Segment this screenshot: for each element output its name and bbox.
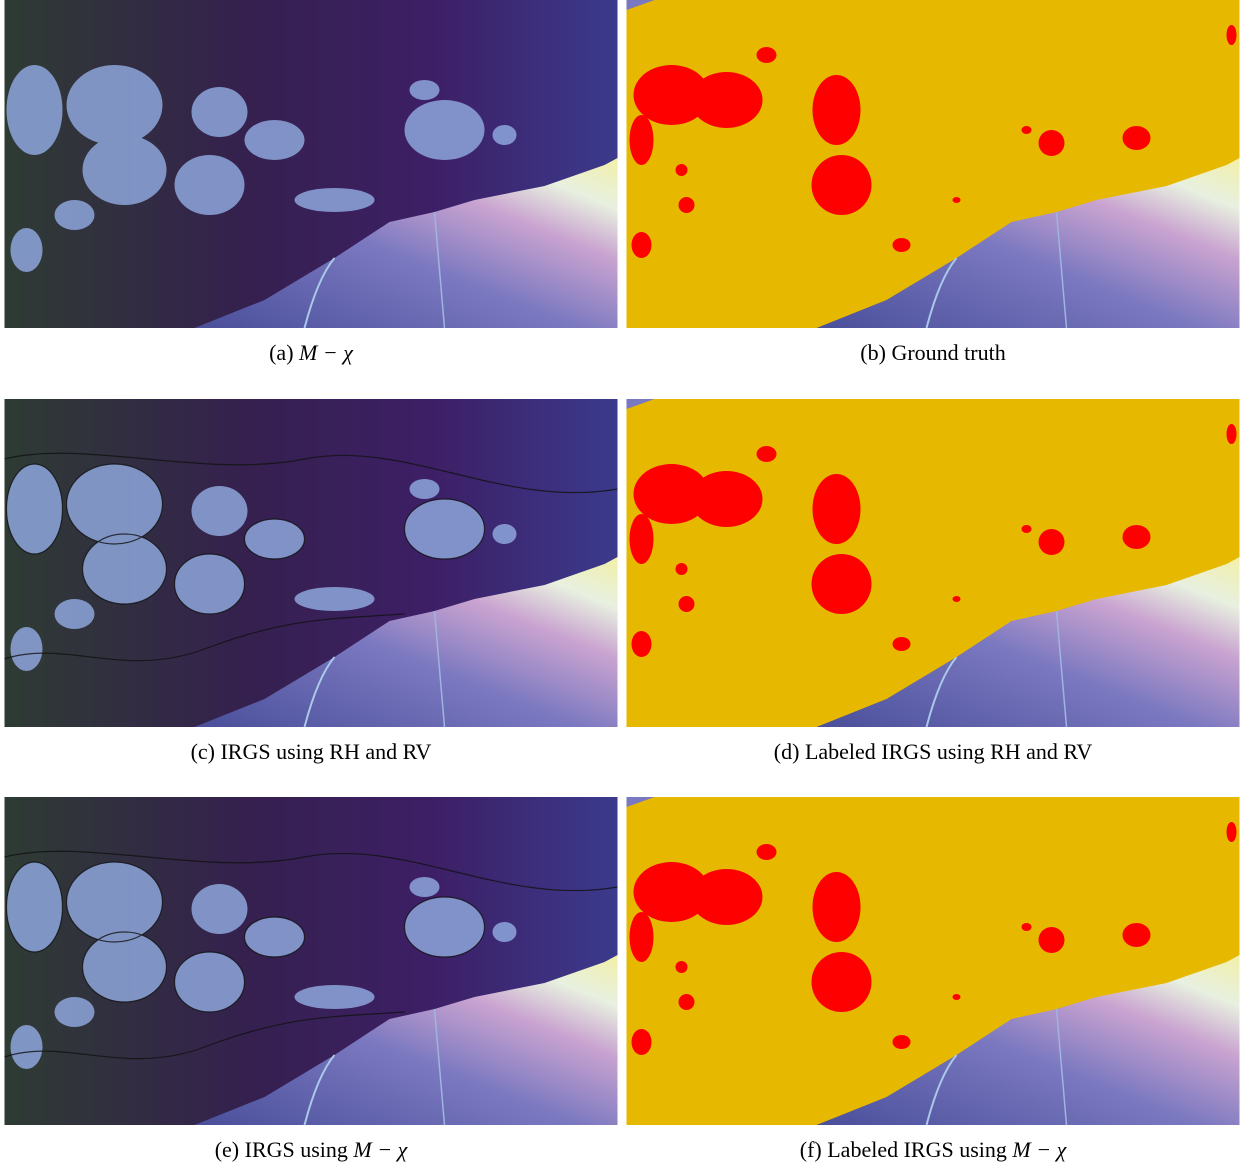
caption-text: Labeled IRGS using: [827, 1137, 1007, 1162]
image-content: [627, 0, 1240, 328]
image-content: [627, 399, 1240, 727]
caption-text: Labeled IRGS using RH and RV: [805, 739, 1092, 764]
figure-panel: [626, 797, 1240, 1125]
caption-label: (d): [774, 739, 800, 764]
caption-math: M − χ: [1012, 1137, 1066, 1162]
figure-page: {"panels": [ {"label": "(a)", "text": ""…: [0, 0, 1244, 1169]
panel-image: [4, 0, 618, 328]
caption-math: M − χ: [299, 340, 353, 365]
caption: (f) Labeled IRGS using M − χ: [626, 1137, 1240, 1163]
figure-panel: [626, 0, 1240, 328]
caption: (d) Labeled IRGS using RH and RV: [626, 739, 1240, 765]
figure-panel: [4, 797, 618, 1125]
panel-image: [626, 0, 1240, 328]
caption-label: (e): [215, 1137, 239, 1162]
panel-image: [626, 399, 1240, 727]
caption-label: (b): [860, 340, 886, 365]
image-content: [627, 797, 1240, 1125]
caption-text: IRGS using: [245, 1137, 348, 1162]
caption: (c) IRGS using RH and RV: [4, 739, 618, 765]
caption: (b) Ground truth: [626, 340, 1240, 366]
caption-label: (a): [269, 340, 293, 365]
figure-panel: [4, 0, 618, 328]
image-content: [5, 399, 618, 727]
figure-panel: [626, 399, 1240, 727]
caption-text: Ground truth: [891, 340, 1005, 365]
figure-panel: [4, 399, 618, 727]
caption-label: (f): [800, 1137, 822, 1162]
caption-label: (c): [191, 739, 215, 764]
panel-image: [4, 399, 618, 727]
caption: (a) M − χ: [4, 340, 618, 366]
image-content: [5, 797, 618, 1125]
panel-image: [626, 797, 1240, 1125]
caption: (e) IRGS using M − χ: [4, 1137, 618, 1163]
panel-image: [4, 797, 618, 1125]
image-content: [5, 0, 618, 328]
caption-text: IRGS using RH and RV: [220, 739, 431, 764]
caption-math: M − χ: [353, 1137, 407, 1162]
